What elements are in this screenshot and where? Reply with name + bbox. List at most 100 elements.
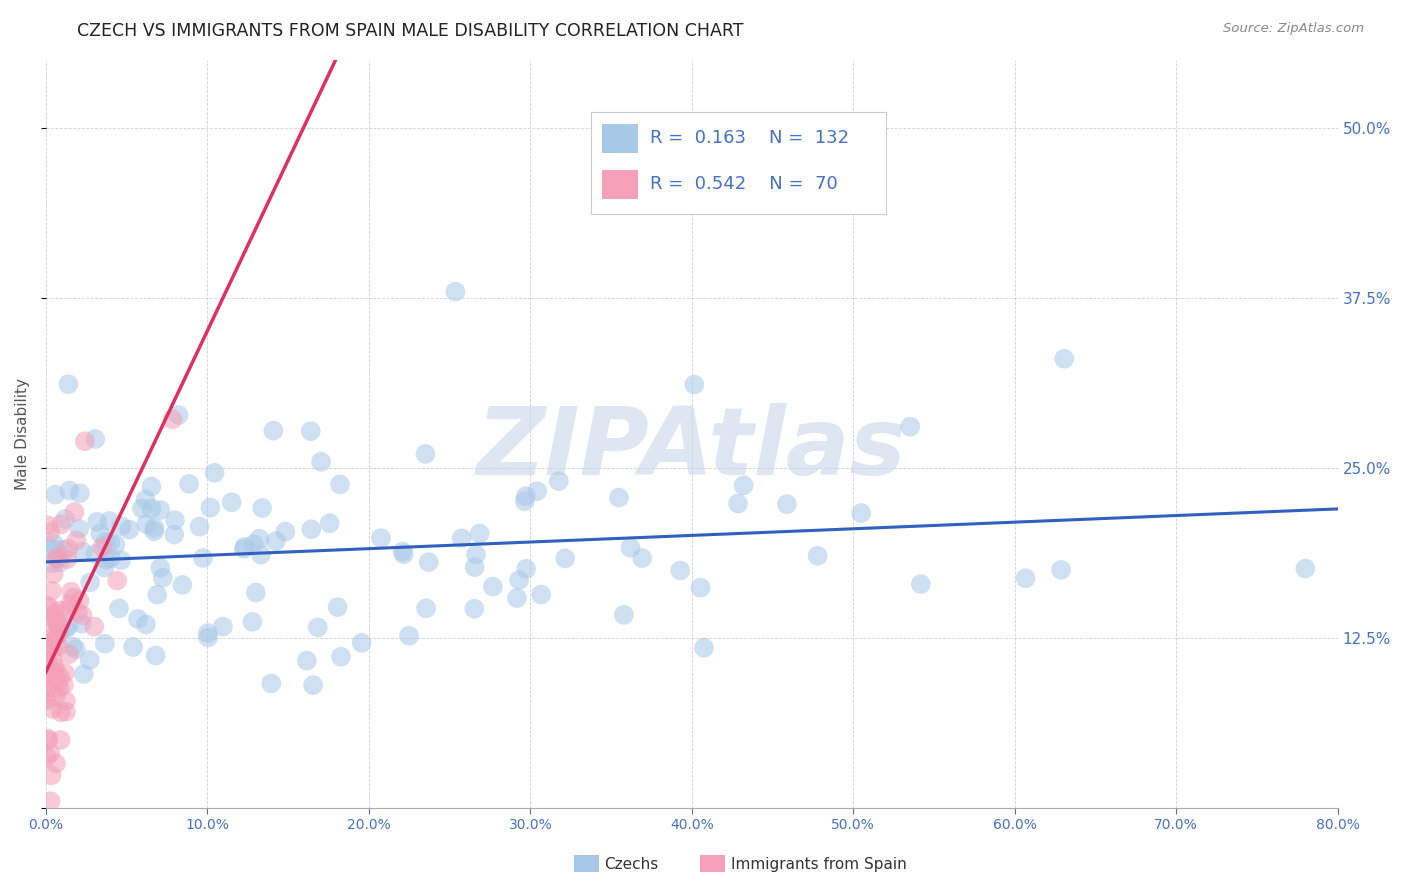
Point <box>262 424 284 438</box>
Point <box>162 412 184 426</box>
Point <box>727 496 749 510</box>
Point <box>49 603 72 617</box>
Point <box>607 491 630 505</box>
Point <box>65 533 87 548</box>
Point <box>319 516 342 531</box>
Point <box>59 596 82 610</box>
Point <box>141 501 163 516</box>
Point <box>37 731 59 746</box>
Point <box>53 666 76 681</box>
Point <box>104 537 127 551</box>
Point <box>463 601 485 615</box>
Point <box>70 616 93 631</box>
Point <box>465 548 488 562</box>
Point <box>48 625 70 640</box>
Point <box>35 750 58 764</box>
Point <box>515 562 537 576</box>
Point <box>547 474 569 488</box>
Point <box>299 424 322 438</box>
Point <box>197 631 219 645</box>
Text: Source: ZipAtlas.com: Source: ZipAtlas.com <box>1223 22 1364 36</box>
Point <box>39 746 62 760</box>
Point <box>163 527 186 541</box>
Point <box>1014 571 1036 585</box>
Point <box>42 536 65 550</box>
Point <box>35 691 58 706</box>
Point <box>108 601 131 615</box>
Bar <box>602 170 638 199</box>
Point <box>613 607 636 622</box>
Point <box>806 549 828 563</box>
Point <box>55 705 77 719</box>
Point <box>35 598 58 612</box>
Point <box>39 541 62 556</box>
Point <box>172 578 194 592</box>
Point <box>45 542 67 557</box>
Point <box>35 693 58 707</box>
Point <box>52 542 75 557</box>
Point <box>65 642 87 657</box>
Point <box>398 629 420 643</box>
Point <box>41 768 63 782</box>
Point <box>669 564 692 578</box>
Point <box>83 619 105 633</box>
Point <box>58 619 80 633</box>
Point <box>143 521 166 535</box>
Point <box>110 519 132 533</box>
Point <box>39 609 62 624</box>
Point <box>693 640 716 655</box>
Point <box>683 377 706 392</box>
Point <box>58 483 80 498</box>
Point <box>326 600 349 615</box>
Point <box>392 547 415 561</box>
Point <box>35 657 58 671</box>
Point <box>45 632 67 646</box>
Point <box>105 574 128 588</box>
Point <box>232 541 254 556</box>
Point <box>56 552 79 566</box>
Point <box>242 537 264 551</box>
Point <box>135 617 157 632</box>
Point <box>72 608 94 623</box>
Point <box>163 513 186 527</box>
Point <box>73 434 96 449</box>
Point <box>93 560 115 574</box>
Point <box>143 524 166 539</box>
Point <box>86 515 108 529</box>
Point <box>42 702 65 716</box>
Point <box>38 633 60 648</box>
Point <box>1294 561 1316 575</box>
Point <box>146 588 169 602</box>
Point <box>776 497 799 511</box>
Bar <box>602 124 638 153</box>
Point <box>62 640 84 654</box>
Point <box>49 671 72 685</box>
Point <box>62 591 84 605</box>
Point <box>247 532 270 546</box>
Point <box>38 641 60 656</box>
Point <box>619 541 641 555</box>
Point <box>84 547 107 561</box>
Point <box>177 476 200 491</box>
Point <box>127 612 149 626</box>
Point <box>49 705 72 719</box>
Point <box>94 637 117 651</box>
Point <box>733 478 755 492</box>
Point <box>149 503 172 517</box>
Point <box>299 522 322 536</box>
Point <box>191 551 214 566</box>
Point <box>45 690 67 705</box>
Point <box>145 648 167 663</box>
Point <box>44 609 66 624</box>
Point <box>48 639 70 653</box>
Point <box>212 620 235 634</box>
Point <box>42 680 65 694</box>
Point <box>851 506 873 520</box>
Point <box>69 486 91 500</box>
Point <box>98 535 121 549</box>
Point <box>58 647 80 661</box>
Point <box>41 641 63 656</box>
Point <box>910 577 932 591</box>
Point <box>134 492 156 507</box>
Point <box>72 545 94 559</box>
